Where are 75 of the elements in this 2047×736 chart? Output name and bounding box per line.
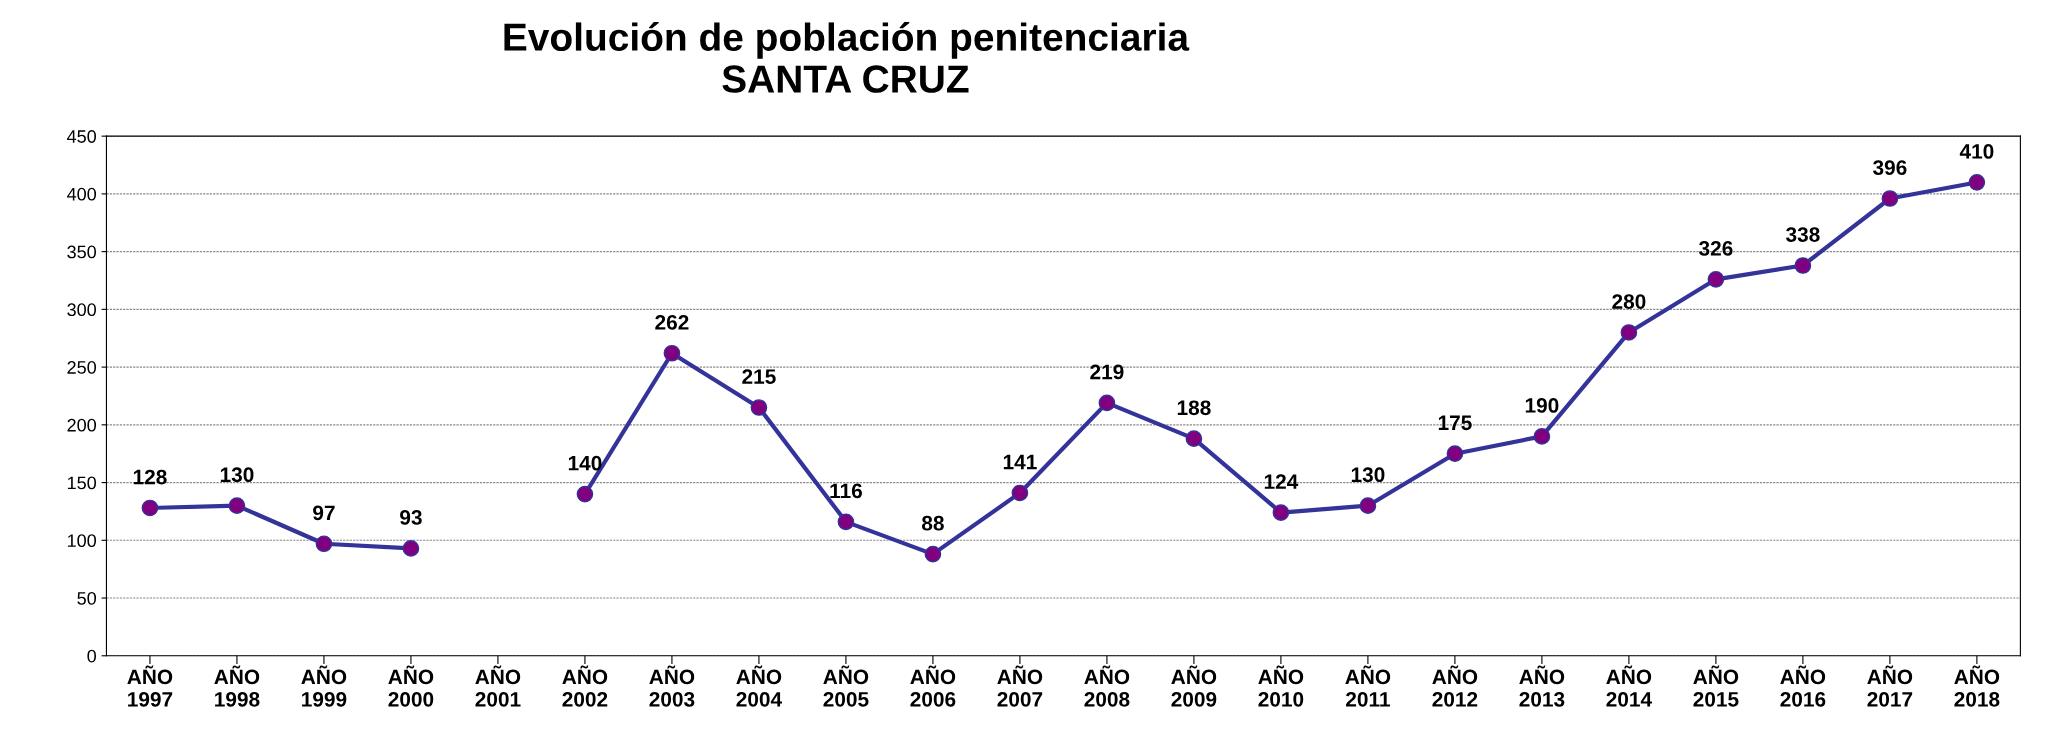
point (1098, 394, 1116, 412)
x-tick-label: AÑO 2012 (1432, 665, 1478, 707)
data-label: 124 (1264, 474, 1299, 489)
point (1359, 497, 1377, 514)
point (837, 513, 855, 531)
x-tick-label: AÑO 2013 (1519, 665, 1565, 707)
y-tick-label: 450 (67, 130, 97, 143)
x-tick-label: AÑO 2009 (1171, 665, 1217, 707)
data-label: 215 (742, 369, 776, 384)
y-tick-label: 300 (67, 303, 97, 317)
x-tick-label: AÑO 2002 (562, 665, 608, 707)
y-tick-label: 0 (87, 649, 97, 663)
y-tick-label: 150 (67, 476, 97, 490)
y-tick-label: 250 (67, 361, 97, 374)
data-label: 410 (1959, 144, 1994, 159)
y-tick-label: 100 (67, 534, 97, 548)
data-label: 326 (1699, 241, 1733, 256)
data-label: 93 (400, 510, 422, 525)
x-tick-label: AÑO 2010 (1258, 665, 1304, 707)
point (1185, 430, 1203, 448)
point (1968, 174, 1986, 191)
data-label: 396 (1872, 160, 1907, 175)
x-tick-label: AÑO 2005 (823, 665, 869, 707)
x-tick-label: AÑO 2008 (1084, 665, 1130, 707)
x-tick-label: AÑO 2006 (910, 665, 956, 707)
data-label: 130 (220, 467, 254, 483)
chart-title: Evolución de población penitenciaria SANTA CRUZ (504, 22, 1190, 93)
data-label: 262 (655, 314, 689, 330)
point (1620, 324, 1638, 341)
x-tick-label: AÑO 1997 (127, 665, 173, 707)
data-label: 190 (1525, 398, 1559, 413)
x-tick-label: AÑO 2007 (997, 665, 1043, 707)
x-tick-label: AÑO 2003 (649, 665, 695, 707)
point (315, 535, 333, 553)
data-label: 130 (1351, 467, 1385, 483)
point (1446, 445, 1464, 463)
point (1272, 504, 1290, 521)
point (1707, 271, 1725, 288)
data-label: 280 (1612, 294, 1646, 309)
x-tick-label: AÑO 1998 (214, 665, 260, 707)
point (663, 344, 681, 362)
data-label: 97 (313, 505, 335, 521)
point (576, 485, 594, 503)
data-label: 128 (133, 469, 167, 485)
x-tick-label: AÑO 1999 (301, 665, 347, 707)
data-label: 219 (1090, 364, 1124, 380)
point (1533, 428, 1551, 445)
point (1881, 190, 1899, 207)
y-tick-label: 350 (67, 245, 97, 259)
point (750, 399, 768, 416)
x-tick-label: AÑO 2011 (1345, 665, 1391, 707)
point (402, 540, 420, 557)
data-label: 140 (568, 455, 602, 471)
data-label: 88 (922, 515, 944, 531)
point (924, 545, 942, 563)
data-label: 188 (1177, 400, 1211, 416)
data-label: 116 (830, 483, 862, 499)
y-tick-label: 400 (67, 187, 97, 201)
x-tick-label: AÑO 2015 (1693, 665, 1739, 707)
point (1011, 484, 1029, 502)
point (141, 499, 159, 517)
point (1794, 257, 1812, 274)
y-tick-label: 200 (67, 418, 97, 432)
x-tick-label: AÑO 2004 (736, 665, 782, 707)
x-tick-label: AÑO 2017 (1867, 665, 1913, 707)
x-tick-label: AÑO 2014 (1606, 665, 1652, 707)
point (228, 497, 246, 514)
x-tick-label: AÑO 2000 (388, 665, 434, 707)
x-tick-label: AÑO 2001 (475, 665, 521, 707)
x-tick-label: AÑO 2016 (1780, 665, 1826, 707)
data-label: 338 (1786, 227, 1820, 242)
y-tick-label: 50 (77, 591, 97, 605)
x-tick-label: AÑO 2018 (1954, 665, 2000, 707)
data-label: 175 (1438, 415, 1472, 431)
data-label: 141 (1003, 454, 1037, 470)
